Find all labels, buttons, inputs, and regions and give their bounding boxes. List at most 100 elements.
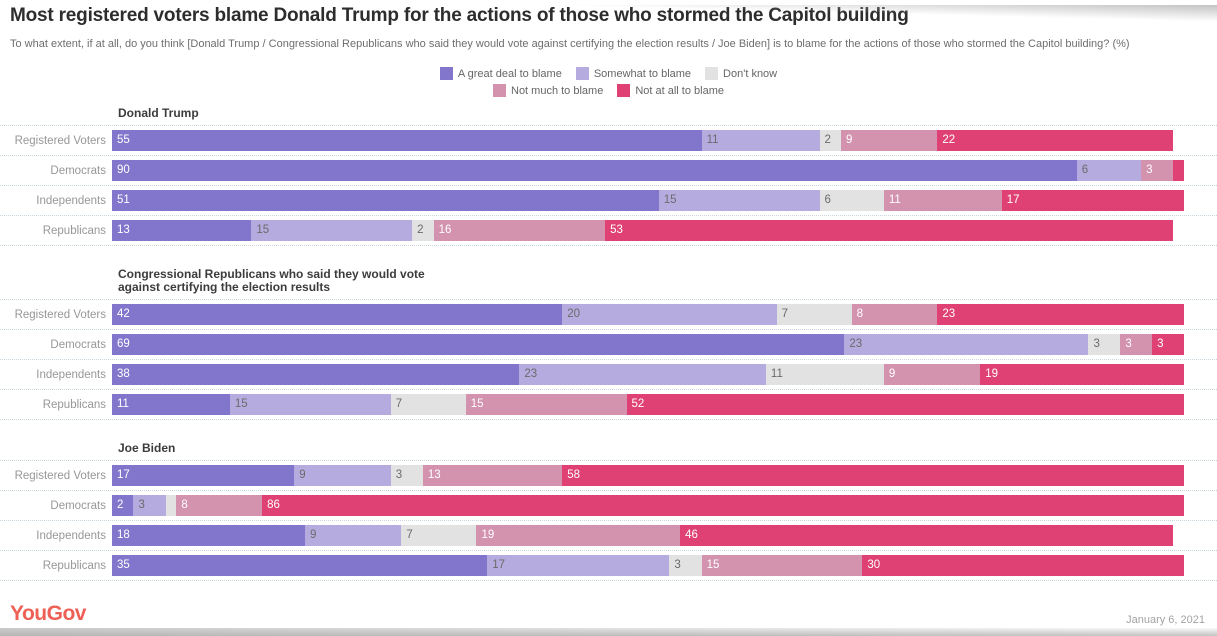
segment-value: 17: [492, 559, 505, 571]
bar-segment: 17: [1001, 190, 1184, 211]
segment-value: 17: [117, 469, 130, 481]
bar-segment: 7: [390, 394, 466, 415]
segment-value: 3: [1093, 338, 1100, 350]
segment-value: 13: [117, 224, 130, 236]
bar-segment: 42: [112, 304, 563, 325]
footer: YouGov January 6, 2021: [0, 602, 1217, 626]
row-label: Republicans: [42, 559, 106, 572]
segment-value: 46: [685, 529, 698, 541]
bar-segment: 19: [476, 525, 681, 546]
bar-segment: 8: [176, 495, 263, 516]
segment-value: 42: [117, 308, 130, 320]
legend-swatch: [575, 67, 589, 80]
bar-segment: 3: [669, 555, 702, 576]
legend-line: A great deal to blame Somewhat to blame Do…: [0, 65, 1217, 82]
segment-value: 15: [256, 224, 270, 236]
legend-swatch: [493, 84, 506, 97]
bar-row: Republicans 11 15 7 15 52: [0, 390, 1217, 420]
row-label: Independents: [36, 368, 106, 381]
bar-row: Republicans 13 15 2 16 53: [0, 216, 1217, 246]
row-label: Registered Voters: [14, 134, 106, 147]
bar-segment: 8: [851, 304, 938, 325]
bar-segment: 23: [519, 364, 766, 385]
segment-value: 16: [438, 224, 452, 236]
stacked-bar: 55 11 2 9 22: [112, 130, 1184, 151]
bar-segment: 23: [844, 334, 1089, 355]
segment-value: 20: [567, 308, 581, 320]
segment-value: 6: [824, 194, 831, 206]
legend-item: Don't know: [705, 67, 777, 80]
bar-segment: 35: [112, 555, 488, 576]
section-rows: Registered Voters 17 9 3 13 58 Democrats 2 3 8 86 I…: [0, 460, 1217, 581]
segment-value: 90: [117, 164, 130, 176]
chart-date: January 6, 2021: [1126, 614, 1205, 626]
legend-swatch: [705, 67, 719, 80]
segment-value: 86: [267, 499, 280, 511]
section-rows: Registered Voters 55 11 2 9 22 Democrats 90 6 3 In…: [0, 125, 1217, 246]
bar-segment: 53: [605, 220, 1174, 241]
bar-segment: 9: [840, 130, 938, 151]
segment-value: 11: [888, 194, 901, 206]
bar-segment: 2: [819, 130, 841, 151]
bar-segment: 52: [626, 394, 1184, 415]
bar-segment: 2: [412, 220, 434, 241]
segment-value: 18: [117, 529, 130, 541]
bar-segment: 13: [112, 220, 252, 241]
bar-segment: [165, 495, 177, 516]
stacked-bar: 17 9 3 13 58: [112, 465, 1184, 486]
segment-value: 7: [406, 529, 413, 541]
bar-segment: 9: [304, 525, 402, 546]
legend-label: Not at all to blame: [635, 84, 724, 97]
segment-value: 30: [867, 559, 881, 571]
bar-segment: 16: [433, 220, 606, 241]
bar-segment: 23: [937, 304, 1184, 325]
row-label: Republicans: [42, 398, 106, 411]
bar-segment: 6: [1076, 160, 1142, 181]
segment-value: 3: [138, 499, 145, 511]
bar-segment: 55: [112, 130, 702, 151]
chart-section: Donald Trump Registered Voters 55 11 2 9 22 Dem…: [0, 107, 1217, 246]
segment-value: 15: [470, 398, 484, 410]
segment-value: 53: [610, 224, 623, 236]
bottom-edge-gradient: [0, 628, 1217, 636]
row-label: Registered Voters: [14, 469, 106, 482]
bar-segment: 46: [680, 525, 1174, 546]
segment-value: 15: [706, 559, 720, 571]
bar-segment: 11: [883, 190, 1002, 211]
bar-segment: 15: [658, 190, 820, 211]
segment-value: 11: [706, 134, 719, 146]
bar-segment: 3: [133, 495, 166, 516]
legend-swatch: [439, 67, 453, 80]
bar-segment: 11: [701, 130, 820, 151]
bar-row: Registered Voters 17 9 3 13 58: [0, 461, 1217, 491]
segment-value: 9: [845, 134, 853, 146]
bar-segment: 86: [262, 495, 1184, 516]
bar-segment: 2: [112, 495, 134, 516]
segment-value: 51: [117, 194, 130, 206]
bar-row: Democrats 69 23 3 3 3: [0, 330, 1217, 360]
bar-segment: 3: [1088, 334, 1121, 355]
section-title: Joe Biden: [118, 441, 176, 455]
bar-row: Registered Voters 42 20 7 8 23: [0, 300, 1217, 330]
segment-value: 38: [117, 368, 130, 380]
bar-segment: [1173, 160, 1184, 181]
stacked-bar: 13 15 2 16 53: [112, 220, 1184, 241]
segment-value: 11: [117, 398, 129, 410]
bar-segment: 30: [862, 555, 1184, 576]
segment-value: 55: [117, 134, 130, 146]
bar-row: Independents 18 9 7 19 46: [0, 521, 1217, 551]
bar-segment: 3: [1120, 334, 1153, 355]
legend-line: Not much to blame Not at all to blame: [0, 82, 1217, 99]
row-label: Registered Voters: [14, 308, 106, 321]
segment-value: 6: [1081, 164, 1089, 176]
segment-value: 2: [824, 134, 831, 146]
segment-value: 35: [117, 559, 130, 571]
segment-value: 23: [524, 368, 538, 380]
segment-value: 23: [849, 338, 863, 350]
chart-title: Most registered voters blame Donald Trum…: [10, 5, 909, 26]
segment-value: 2: [417, 224, 424, 236]
bar-segment: 9: [883, 364, 981, 385]
bar-segment: 19: [980, 364, 1184, 385]
segment-value: 23: [942, 308, 956, 320]
bar-row: Democrats 90 6 3: [0, 156, 1217, 186]
